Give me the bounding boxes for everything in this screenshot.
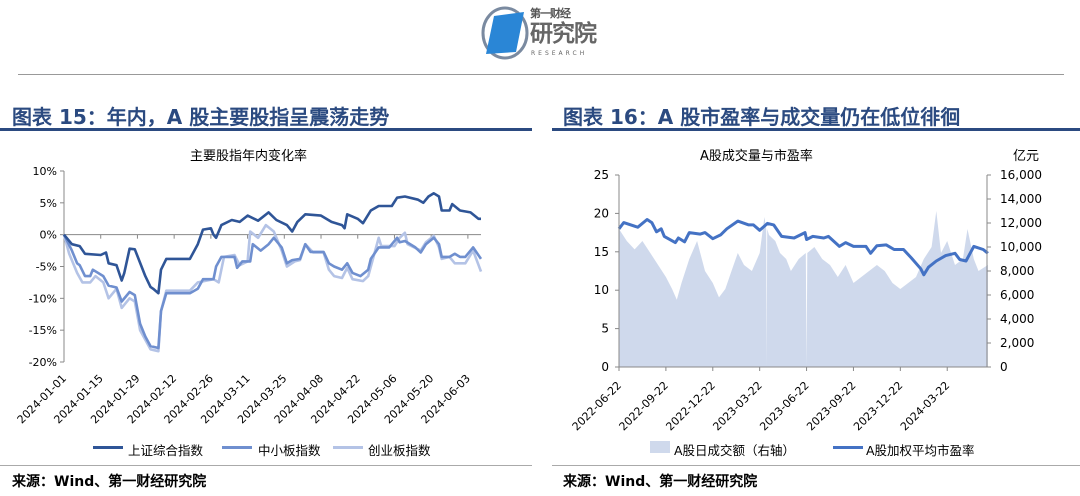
y-tick-label: 10% — [33, 165, 57, 178]
y-tick-label: 0% — [40, 229, 57, 242]
y-tick-label: -5% — [36, 261, 57, 274]
left-section-title: 图表 15：年内，A 股主要股指呈震荡走势 — [12, 105, 390, 129]
volume-area — [619, 211, 988, 367]
x-tick-label: 2023-12-22 — [851, 379, 905, 433]
right-y-tick-label: 0 — [1000, 360, 1008, 374]
y-tick-label: -20% — [29, 356, 57, 369]
right-chart-title: A股成交量与市盈率 — [700, 149, 813, 164]
legend-swatch-chinext — [333, 446, 363, 449]
left-source: 来源：Wind、第一财经研究院 — [12, 474, 207, 490]
right-axis-unit: 亿元 — [1013, 149, 1040, 164]
y-tick-label: 5% — [40, 197, 57, 210]
right-y-tick-label: 2,000 — [1000, 336, 1034, 350]
legend-swatch-shanghai — [93, 446, 123, 449]
left-y-tick-label: 0 — [601, 360, 609, 374]
logo-emblem-icon — [481, 6, 529, 60]
right-source: 来源：Wind、第一财经研究院 — [563, 474, 758, 490]
logo-text-top: 第一财经 — [530, 7, 571, 20]
legend-swatch-smb — [222, 446, 252, 449]
left-title-underline — [0, 128, 532, 131]
right-y-tick-label: 16,000 — [1000, 168, 1042, 182]
x-tick-label: 2023-03-22 — [710, 379, 764, 433]
left-source-divider — [0, 465, 532, 466]
x-tick-label: 2023-06-22 — [757, 379, 811, 433]
logo-text-main: 研究院 — [530, 21, 597, 47]
right-section-title: 图表 16：A 股市盈率与成交量仍在低位徘徊 — [563, 105, 961, 129]
left-chart-title: 主要股指年内变化率 — [190, 149, 308, 164]
right-y-tick-label: 6,000 — [1000, 288, 1034, 302]
right-y-tick-label: 10,000 — [1000, 240, 1042, 254]
left-y-tick-label: 20 — [594, 206, 609, 220]
legend-label-chinext: 创业板指数 — [368, 443, 431, 458]
right-source-divider — [552, 465, 1080, 466]
right-y-tick-label: 4,000 — [1000, 312, 1034, 326]
legend-label-shanghai: 上证综合指数 — [128, 443, 204, 458]
series-line-1 — [62, 234, 483, 350]
logo-text-sub: RESEARCH — [531, 50, 588, 57]
x-tick-label: 2023-09-22 — [804, 379, 858, 433]
legend-label-pe: A股加权平均市盈率 — [866, 443, 975, 458]
x-tick-label: 2024-03-22 — [898, 379, 952, 433]
right-y-tick-label: 12,000 — [1000, 216, 1042, 230]
left-y-tick-label: 25 — [594, 168, 609, 182]
legend-label-volume: A股日成交额（右轴） — [674, 443, 796, 458]
legend-swatch-pe — [833, 446, 863, 449]
right-y-tick-label: 14,000 — [1000, 192, 1042, 206]
header-divider — [18, 74, 1064, 75]
x-tick-label: 2022-06-22 — [570, 379, 624, 433]
x-tick-label: 2022-09-22 — [617, 379, 671, 433]
left-y-tick-label: 10 — [594, 283, 609, 297]
right-y-tick-label: 8,000 — [1000, 264, 1034, 278]
series-line-0 — [63, 192, 481, 295]
x-tick-label: 2022-12-22 — [663, 379, 717, 433]
legend-label-smb: 中小板指数 — [258, 443, 321, 458]
left-y-tick-label: 5 — [601, 322, 609, 336]
left-y-tick-label: 15 — [594, 245, 609, 259]
right-title-underline — [552, 128, 1080, 131]
legend-swatch-volume — [650, 441, 670, 453]
y-tick-label: -15% — [29, 324, 57, 337]
pe-line — [617, 218, 989, 277]
y-tick-label: -10% — [29, 292, 57, 305]
